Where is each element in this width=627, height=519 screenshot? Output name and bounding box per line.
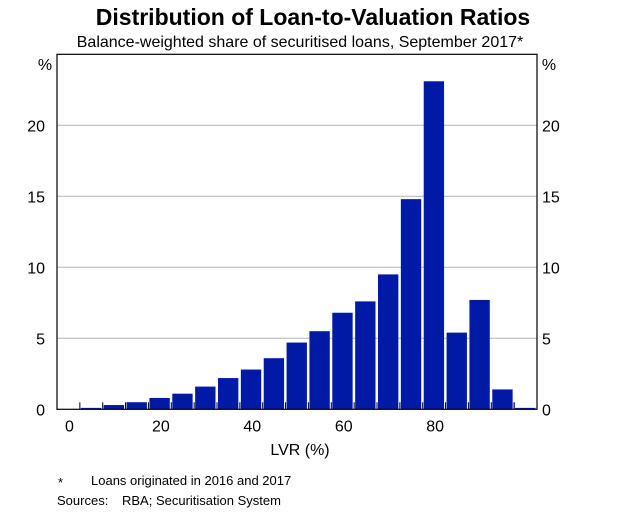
- bar: [195, 386, 216, 410]
- bar: [309, 331, 330, 410]
- y-tick-label-left: 15: [27, 189, 45, 206]
- bar: [423, 81, 445, 410]
- y-tick-label-right: 5: [542, 331, 551, 348]
- bar: [149, 397, 170, 410]
- bar: [355, 301, 376, 410]
- bar: [378, 274, 399, 410]
- chart-subtitle: Balance-weighted share of securitised lo…: [77, 34, 524, 51]
- footnote-marker: *: [58, 475, 63, 490]
- gridlines: [57, 124, 537, 339]
- chart-title: Distribution of Loan-to-Valuation Ratios: [96, 4, 530, 30]
- y-tick-labels: 0 0 5 5 10 10 15 15 20 20: [27, 118, 560, 419]
- sources: RBA; Securitisation System: [122, 493, 281, 508]
- bar: [515, 407, 536, 410]
- x-tick-label: 20: [152, 418, 170, 435]
- plot-frame: [56, 53, 538, 410]
- x-tick-label: 40: [243, 418, 261, 435]
- bar: [103, 405, 125, 410]
- bar: [80, 407, 102, 410]
- bar: [446, 332, 467, 410]
- y-tick-label-left: 10: [27, 260, 45, 277]
- sources-label: Sources:: [57, 493, 108, 508]
- bar: [263, 358, 285, 410]
- bar: [400, 199, 422, 410]
- x-axis-label: LVR (%): [270, 442, 329, 459]
- bar: [286, 342, 307, 410]
- footnote: Loans originated in 2016 and 2017: [91, 473, 291, 488]
- y-unit-left: %: [38, 57, 52, 74]
- bars: [80, 81, 536, 410]
- y-tick-label-right: 20: [542, 118, 560, 135]
- y-tick-label-right: 10: [542, 260, 560, 277]
- bar: [332, 312, 353, 410]
- y-tick-label-right: 0: [542, 402, 551, 419]
- y-unit-right: %: [542, 57, 556, 74]
- bar: [492, 389, 513, 410]
- y-tick-label-left: 0: [36, 402, 45, 419]
- x-tick-labels: 0 20 40 60 80: [65, 418, 444, 435]
- bar: [126, 402, 147, 410]
- bar: [469, 299, 490, 410]
- x-tick-label: 80: [426, 418, 444, 435]
- x-tick-label: 60: [335, 418, 353, 435]
- x-tick-label: 0: [65, 418, 74, 435]
- y-tick-label-right: 15: [542, 189, 560, 206]
- bar: [218, 378, 239, 410]
- y-tick-label-left: 20: [27, 118, 45, 135]
- y-tick-label-left: 5: [36, 331, 45, 348]
- bar: [172, 393, 193, 410]
- x-ticks: [79, 402, 515, 410]
- bar: [240, 369, 262, 410]
